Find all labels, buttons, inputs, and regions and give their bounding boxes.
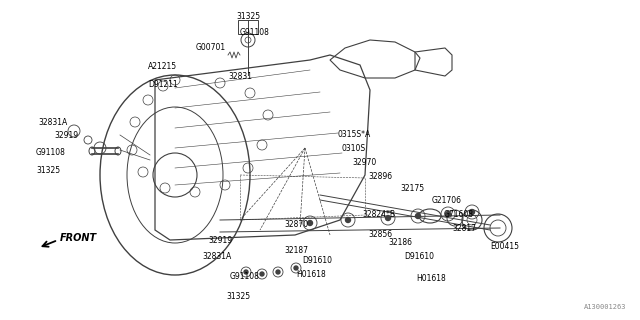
Circle shape — [415, 213, 420, 219]
Text: A130001263: A130001263 — [584, 304, 626, 310]
Text: D91211: D91211 — [148, 80, 178, 89]
Text: 32919: 32919 — [208, 236, 232, 245]
Text: 0310S: 0310S — [342, 144, 366, 153]
Text: 32824*B: 32824*B — [362, 210, 395, 219]
Text: A21215: A21215 — [148, 62, 177, 71]
Text: H01618: H01618 — [296, 270, 326, 279]
Text: 31325: 31325 — [226, 292, 250, 301]
Text: G91108: G91108 — [36, 148, 66, 157]
Text: 32870: 32870 — [284, 220, 308, 229]
Text: 32970: 32970 — [352, 158, 376, 167]
Text: E00415: E00415 — [490, 242, 519, 251]
Text: 32896: 32896 — [368, 172, 392, 181]
Text: G21706: G21706 — [432, 196, 462, 205]
Text: G00701: G00701 — [196, 43, 226, 52]
Text: H01618: H01618 — [416, 274, 445, 283]
Text: G71608: G71608 — [444, 210, 474, 219]
Text: 32186: 32186 — [388, 238, 412, 247]
Text: 32831A: 32831A — [38, 118, 67, 127]
Circle shape — [307, 220, 312, 226]
Circle shape — [346, 218, 351, 222]
Circle shape — [276, 270, 280, 274]
Text: G91108: G91108 — [240, 28, 270, 37]
Text: 32856: 32856 — [368, 230, 392, 239]
Circle shape — [260, 272, 264, 276]
Text: 32831: 32831 — [228, 72, 252, 81]
Text: 32187: 32187 — [284, 246, 308, 255]
Text: D91610: D91610 — [302, 256, 332, 265]
Text: 32831A: 32831A — [202, 252, 231, 261]
Text: 0315S*A: 0315S*A — [338, 130, 371, 139]
Text: G91108: G91108 — [230, 272, 260, 281]
Text: FRONT: FRONT — [60, 233, 97, 243]
Text: 32817: 32817 — [452, 224, 476, 233]
Text: 32175: 32175 — [400, 184, 424, 193]
Text: D91610: D91610 — [404, 252, 434, 261]
Circle shape — [385, 215, 390, 220]
Text: 31325: 31325 — [36, 166, 60, 175]
Text: 31325: 31325 — [236, 12, 260, 21]
Circle shape — [294, 266, 298, 270]
Circle shape — [445, 212, 451, 217]
Text: 32919: 32919 — [54, 131, 78, 140]
Circle shape — [244, 270, 248, 274]
Circle shape — [470, 210, 474, 214]
